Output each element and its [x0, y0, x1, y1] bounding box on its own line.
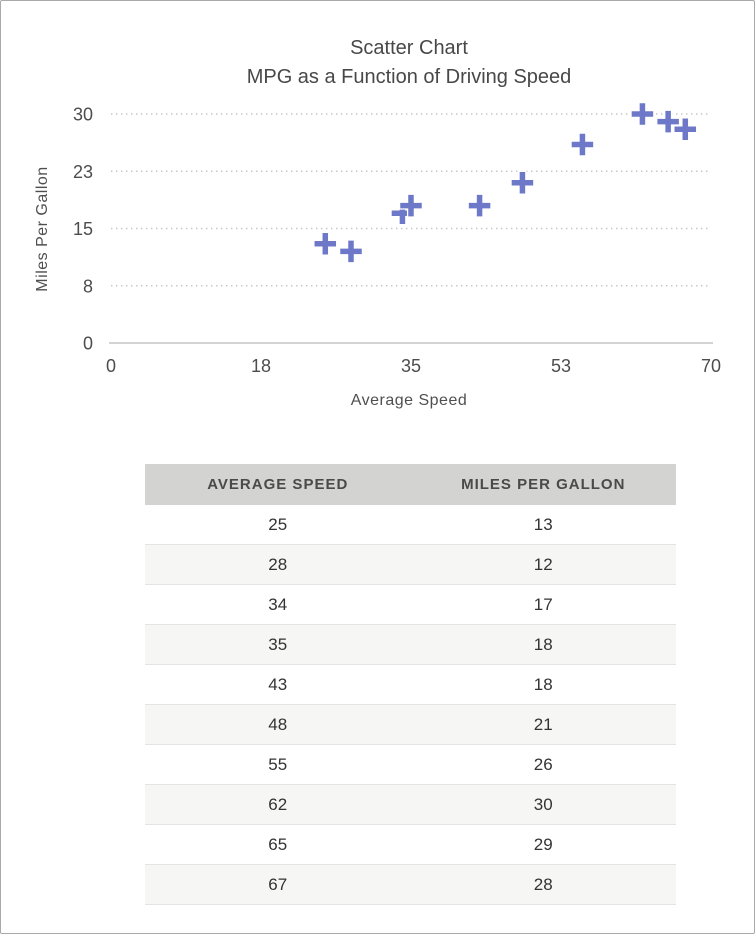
x-tick-label: 18: [251, 356, 271, 376]
x-axis-title: Average Speed: [351, 392, 468, 409]
table-row: 25 13: [145, 505, 676, 545]
table-cell[interactable]: 18: [533, 634, 553, 654]
data-point-marker[interactable]: [338, 239, 364, 264]
table-row: 28 12: [145, 545, 676, 585]
data-point-marker[interactable]: [313, 231, 338, 256]
data-point-marker[interactable]: [673, 117, 698, 142]
scatter-chart[interactable]: 0 8 15 23 30 0 18 35 53 70 Scatter Chart MPG as …: [1, 1, 755, 431]
x-tick-label: 70: [701, 356, 721, 376]
data-point-marker[interactable]: [656, 109, 681, 134]
table-cell[interactable]: 29: [533, 834, 553, 854]
table-cell[interactable]: 43: [268, 674, 288, 694]
table-cell[interactable]: 65: [268, 834, 288, 854]
data-point-marker[interactable]: [467, 193, 492, 218]
table-cell[interactable]: 48: [268, 714, 288, 734]
table-cell[interactable]: 30: [533, 794, 553, 814]
table-cell[interactable]: 28: [268, 554, 288, 574]
x-tick-label: 35: [401, 356, 421, 376]
x-tick-label: 53: [551, 356, 571, 376]
y-tick-label: 23: [73, 162, 93, 182]
gridlines: [111, 113, 711, 287]
table-cell[interactable]: 17: [533, 594, 553, 614]
data-table: AVERAGE SPEED MILES PER GALLON 25 13 28 12 34 1…: [145, 464, 676, 905]
y-tick-label: 0: [83, 334, 93, 354]
table-cell[interactable]: 13: [533, 514, 553, 534]
table-cell[interactable]: 55: [268, 754, 288, 774]
table-row: 55 26: [145, 745, 676, 785]
table-cell[interactable]: 62: [268, 794, 288, 814]
chart-title: Scatter Chart: [350, 37, 468, 59]
table-cell[interactable]: 25: [268, 514, 288, 534]
chart-subtitle: MPG as a Function of Driving Speed: [247, 66, 572, 88]
table-cell[interactable]: 67: [268, 874, 288, 894]
table-cell[interactable]: 34: [268, 594, 288, 614]
table-header-cell[interactable]: AVERAGE SPEED: [207, 476, 349, 493]
data-points: [313, 101, 698, 264]
table-cell[interactable]: 28: [533, 874, 553, 894]
y-axis-title: Miles Per Gallon: [34, 166, 51, 291]
table-row: 67 28: [145, 865, 676, 905]
y-axis-tick-labels: 0 8 15 23 30: [73, 105, 93, 354]
table-row: 65 29: [145, 825, 676, 865]
table-cell[interactable]: 21: [533, 714, 553, 734]
x-axis-tick-labels: 0 18 35 53 70: [106, 356, 721, 376]
table-header-row: AVERAGE SPEED MILES PER GALLON: [145, 464, 676, 505]
table-row: 35 18: [145, 625, 676, 665]
y-tick-label: 30: [73, 105, 93, 125]
y-tick-label: 8: [83, 276, 93, 296]
table-row: 48 21: [145, 705, 676, 745]
x-tick-label: 0: [106, 356, 116, 376]
table-row: 43 18: [145, 665, 676, 705]
data-point-marker[interactable]: [398, 193, 424, 218]
table-cell[interactable]: 35: [268, 634, 288, 654]
table-cell[interactable]: 12: [533, 554, 553, 574]
y-tick-label: 15: [73, 219, 93, 239]
table-cell[interactable]: 26: [533, 754, 553, 774]
table-row: 62 30: [145, 785, 676, 825]
data-point-marker[interactable]: [630, 101, 655, 127]
table-cell[interactable]: 18: [533, 674, 553, 694]
table-row: 34 17: [145, 585, 676, 625]
data-point-marker[interactable]: [570, 132, 595, 157]
data-point-marker[interactable]: [510, 170, 535, 195]
table-header-cell[interactable]: MILES PER GALLON: [461, 476, 626, 493]
